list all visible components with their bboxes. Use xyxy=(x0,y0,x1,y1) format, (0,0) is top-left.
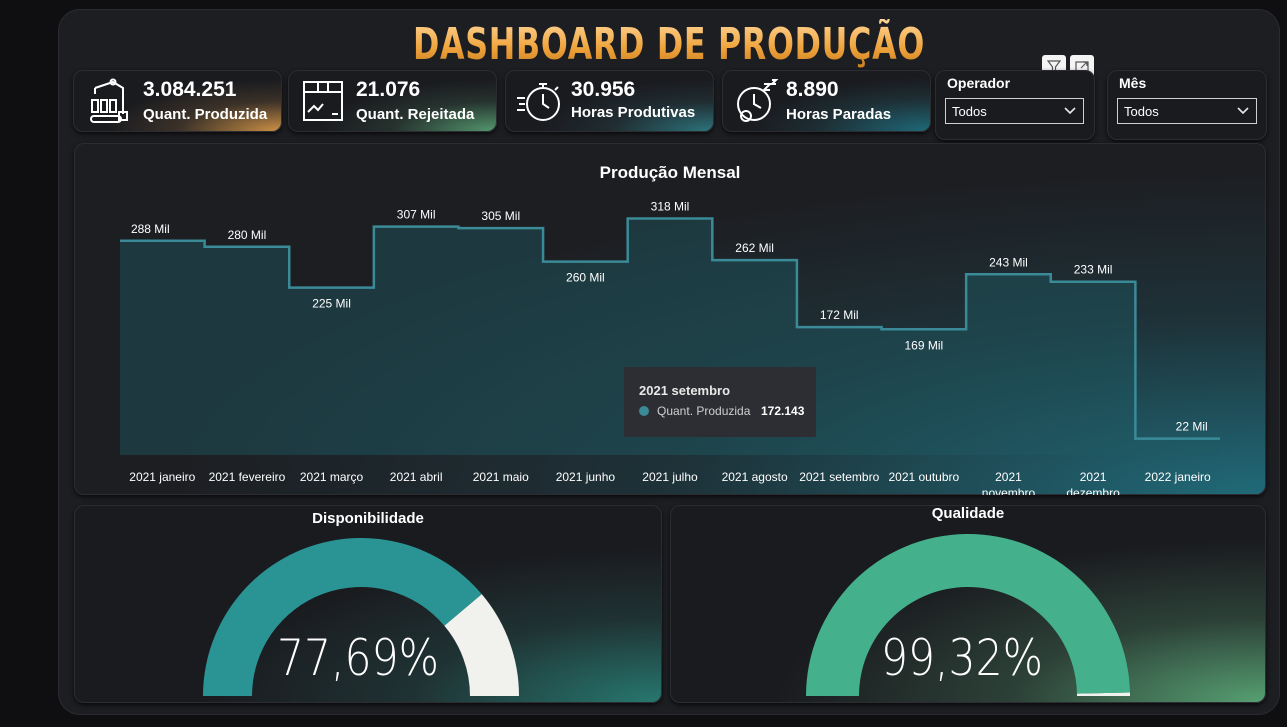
slicer-label: Mês xyxy=(1119,75,1147,91)
data-point[interactable] xyxy=(205,213,290,455)
x-tick-label: 2021 janeiro xyxy=(129,470,195,484)
data-label: 22 Mil xyxy=(1176,420,1208,434)
tooltip-series-marker xyxy=(639,406,649,416)
x-tick-label: 2021 xyxy=(1080,470,1107,484)
qualidade-gauge[interactable] xyxy=(670,505,1266,703)
area-fill xyxy=(120,218,1220,455)
x-tick-label: 2021 xyxy=(995,470,1022,484)
kpi-label: Quant. Rejeitada xyxy=(356,106,475,123)
slicer-label: Operador xyxy=(947,75,1011,91)
data-label: 318 Mil xyxy=(651,199,690,213)
data-label: 243 Mil xyxy=(989,255,1028,269)
kpi-card-quant-produzida: 3.084.251 Quant. Produzida xyxy=(73,70,282,132)
slicer-mes: Mês Todos xyxy=(1107,70,1267,140)
kpi-card-quant-rejeitada: 21.076 Quant. Rejeitada xyxy=(288,70,497,132)
slicer-operador: Operador Todos xyxy=(935,70,1095,140)
mes-dropdown[interactable]: Todos xyxy=(1117,98,1257,124)
dashboard-frame: DASHBOARD DE PRODUÇÃO 3.084.251 Quant. P… xyxy=(58,9,1280,715)
stopwatch-icon xyxy=(517,83,560,121)
kpi-label: Quant. Produzida xyxy=(143,106,268,123)
robot-arm-production-icon xyxy=(90,78,128,123)
x-tick-label: novembro xyxy=(982,486,1036,495)
slicer-value: Todos xyxy=(952,104,987,119)
x-tick-label: 2022 janeiro xyxy=(1145,470,1211,484)
gauge-value: 99,32% xyxy=(880,629,1044,687)
gauge-title: Disponibilidade xyxy=(312,510,424,527)
operador-dropdown[interactable]: Todos xyxy=(945,98,1084,124)
x-tick-label: 2021 outubro xyxy=(888,470,959,484)
series-line xyxy=(120,217,1220,440)
chart-title: Produção Mensal xyxy=(599,163,741,182)
data-point[interactable] xyxy=(289,213,374,455)
gauge-card-disponibilidade: Disponibilidade 77,69% xyxy=(74,505,662,703)
data-label: 225 Mil xyxy=(312,297,351,311)
data-label: 280 Mil xyxy=(228,228,267,242)
kpi-card-horas-produtivas: 30.956 Horas Produtivas xyxy=(505,70,714,132)
data-point[interactable] xyxy=(120,213,205,455)
data-label: 169 Mil xyxy=(905,338,944,352)
chart-tooltip: 2021 setembro Quant. Produzida 172.143 xyxy=(624,367,816,437)
x-tick-label: 2021 junho xyxy=(556,470,616,484)
x-tick-label: 2021 fevereiro xyxy=(209,470,286,484)
gauge-track xyxy=(444,594,519,696)
kpi-label: Horas Produtivas xyxy=(571,104,696,121)
kpi-value: 30.956 xyxy=(571,78,636,101)
tooltip-value: 172.143 xyxy=(761,404,805,418)
data-point[interactable] xyxy=(966,213,1051,455)
chart-card-producao-mensal: Produção Mensal 288 Mil 2021 janeiro 280 M… xyxy=(74,143,1266,495)
x-tick-label: 2021 agosto xyxy=(722,470,788,484)
tooltip-series-name: Quant. Produzida xyxy=(657,404,751,418)
data-label: 307 Mil xyxy=(397,208,436,222)
gauge-track xyxy=(1076,692,1130,696)
gauge-value: 77,69% xyxy=(276,629,440,687)
data-label: 172 Mil xyxy=(820,308,859,322)
data-point[interactable] xyxy=(1051,213,1136,455)
production-step-chart[interactable]: 288 Mil 2021 janeiro 280 Mil 2021 fevereiro… xyxy=(74,143,1266,495)
chevron-down-icon xyxy=(1237,107,1249,115)
clock-sleep-icon xyxy=(737,79,779,122)
kpi-value: 21.076 xyxy=(356,78,421,101)
data-label: 262 Mil xyxy=(735,241,774,255)
x-tick-label: 2021 março xyxy=(300,470,364,484)
chevron-down-icon xyxy=(1064,107,1076,115)
x-tick-label: 2021 setembro xyxy=(799,470,879,484)
disponibilidade-gauge[interactable] xyxy=(74,505,662,703)
x-tick-label: 2021 julho xyxy=(642,470,698,484)
kpi-card-horas-paradas: 8.890 Horas Paradas xyxy=(722,70,931,132)
slicer-value: Todos xyxy=(1124,104,1159,119)
kpi-value: 3.084.251 xyxy=(143,78,237,101)
data-point[interactable] xyxy=(374,213,459,455)
data-point[interactable] xyxy=(543,213,628,455)
dashboard-title: DASHBOARD DE PRODUÇÃO xyxy=(229,19,1109,70)
tooltip-title: 2021 setembro xyxy=(639,383,731,398)
gauge-fill xyxy=(806,533,1130,696)
kpi-label: Horas Paradas xyxy=(786,106,892,123)
data-point[interactable] xyxy=(882,213,967,455)
gauge-fill xyxy=(203,538,482,696)
data-label: 233 Mil xyxy=(1074,263,1113,277)
kpi-value: 8.890 xyxy=(786,78,839,101)
x-tick-label: dezembro xyxy=(1066,486,1120,495)
gauge-title: Qualidade xyxy=(931,505,1005,522)
x-tick-label: 2021 abril xyxy=(390,470,443,484)
x-tick-label: 2021 maio xyxy=(473,470,529,484)
damaged-box-icon xyxy=(303,81,343,121)
data-label: 288 Mil xyxy=(131,222,170,236)
data-label: 260 Mil xyxy=(566,271,605,285)
data-label: 305 Mil xyxy=(481,209,520,223)
data-point[interactable] xyxy=(458,213,543,455)
gauge-card-qualidade: Qualidade 99,32% xyxy=(670,505,1266,703)
